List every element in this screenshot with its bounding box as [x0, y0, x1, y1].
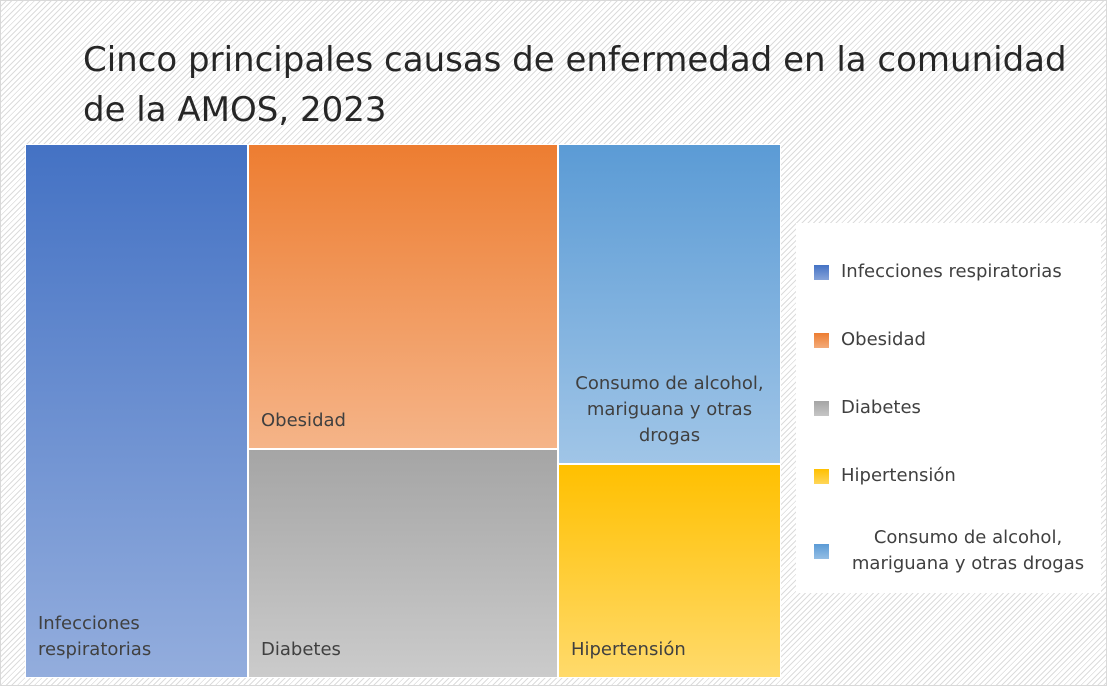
legend-swatch — [814, 332, 829, 348]
legend-swatch — [814, 400, 829, 416]
legend-label: Infecciones respiratorias — [841, 261, 1062, 282]
legend-label: Obesidad — [841, 329, 926, 350]
cell-label: Obesidad — [261, 409, 346, 431]
cell-label: Consumo de alcohol, mariguana y otras dr… — [575, 373, 764, 447]
legend-label: Hipertensión — [841, 465, 956, 486]
legend-label: Consumo de alcohol, mariguana y otras dr… — [851, 527, 1085, 574]
legend-item: Hipertensión — [814, 463, 1095, 489]
treemap-cell: Obesidad — [248, 144, 558, 449]
treemap-cell: Infecciones respiratorias — [25, 144, 249, 678]
cell-label: Infecciones respiratorias — [38, 613, 152, 660]
cell-label: Diabetes — [261, 638, 341, 660]
cell-label: Hipertensión — [570, 638, 686, 660]
legend-item: Diabetes — [814, 395, 1095, 421]
legend-swatch — [814, 468, 829, 484]
treemap-cell: Diabetes — [248, 448, 558, 678]
treemap-cell: Consumo de alcohol, mariguana y otras dr… — [557, 144, 781, 465]
legend-swatch — [814, 264, 829, 280]
legend-label: Diabetes — [841, 397, 921, 418]
chart-title: Cinco principales causas de enfermedad e… — [83, 40, 1067, 130]
legend: Infecciones respiratorias Obesidad Diabete… — [796, 223, 1101, 593]
treemap-cell: Hipertensión — [557, 464, 781, 678]
legend-item: Infecciones respiratorias — [814, 259, 1095, 285]
legend-item: Consumo de alcohol, mariguana y otras dr… — [814, 525, 1095, 577]
legend-item: Obesidad — [814, 327, 1095, 353]
legend-swatch — [814, 543, 829, 559]
plot-area: Infecciones respiratorias Obesidad Diabete… — [25, 144, 781, 678]
